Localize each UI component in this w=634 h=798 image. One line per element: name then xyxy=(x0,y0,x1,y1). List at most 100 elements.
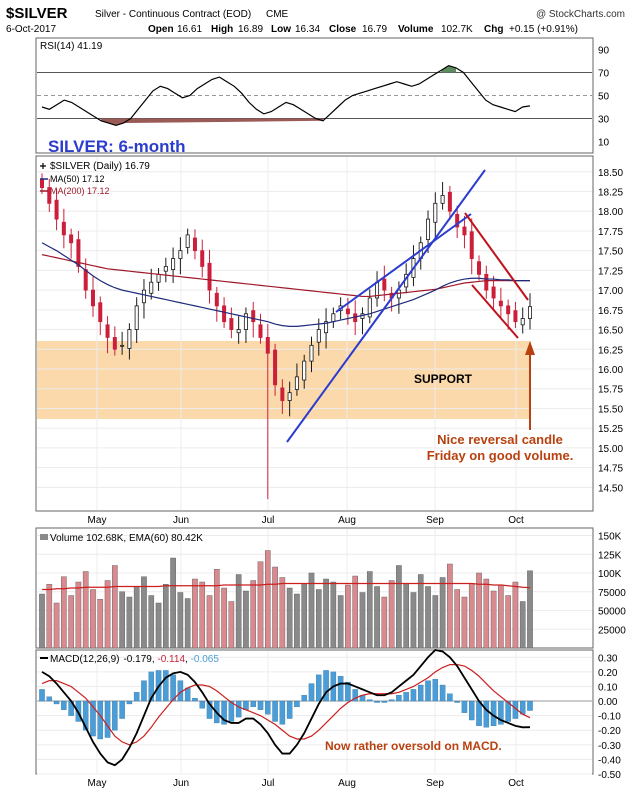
macd-legend-sep1: , xyxy=(152,654,158,665)
price-tick-label: 15.50 xyxy=(598,404,623,415)
month-label: May xyxy=(88,778,107,789)
month-label: Jun xyxy=(173,515,189,526)
candle-body xyxy=(105,324,110,338)
candle-body xyxy=(127,329,132,349)
reversal-note-line2: Friday on good volume. xyxy=(427,448,574,463)
volume-bar xyxy=(388,580,395,649)
volume-plot xyxy=(39,550,533,649)
macd-plot xyxy=(39,649,533,767)
candle-body xyxy=(69,234,74,244)
volume-bar xyxy=(454,589,460,649)
macd-histogram-bar xyxy=(279,700,286,725)
candle-body xyxy=(477,261,482,275)
volume-bar xyxy=(39,593,45,649)
candle-body xyxy=(243,313,248,330)
macd-histogram-bar xyxy=(403,692,409,702)
macd-tick-label: -0.10 xyxy=(598,712,621,723)
macd-signal-line xyxy=(41,663,531,746)
price-tick-label: 15.75 xyxy=(598,385,623,396)
candle-body xyxy=(309,344,314,362)
price-legend: $SILVER (Daily) 16.79 MA(50) 17.12 MA(20… xyxy=(40,161,150,196)
volume-bar xyxy=(366,571,373,649)
channel-upper-line xyxy=(335,213,472,313)
macd-legend-sep2: , xyxy=(185,654,191,665)
macd-histogram-bar xyxy=(417,684,424,702)
high-label: High xyxy=(211,24,233,35)
volume-value: 102.7K xyxy=(441,24,473,35)
open-value: 16.61 xyxy=(177,24,202,35)
macd-histogram-bar xyxy=(141,680,147,702)
rsi-plot xyxy=(41,64,531,127)
volume-bar xyxy=(337,595,344,649)
volume-bar xyxy=(352,575,358,649)
price-legend-marker xyxy=(40,163,46,169)
support-label: SUPPORT xyxy=(414,372,473,386)
candle-body xyxy=(178,250,183,259)
volume-tick-label: 125K xyxy=(598,550,622,561)
volume-bar xyxy=(498,584,504,649)
candle-body xyxy=(528,306,533,319)
macd-histogram-bar xyxy=(199,700,205,709)
volume-bar xyxy=(432,595,439,649)
candle-body xyxy=(331,313,336,323)
price-tick-label: 18.25 xyxy=(598,188,623,199)
candle-body xyxy=(273,349,278,386)
macd-legend-value: -0.179 xyxy=(123,654,152,665)
volume-bar xyxy=(359,592,366,649)
candle-body xyxy=(185,234,190,248)
price-tick-label: 14.50 xyxy=(598,483,623,494)
reversal-note-line1: Nice reversal candle xyxy=(437,432,563,447)
volume-bar xyxy=(374,586,380,649)
candle-body xyxy=(200,250,205,267)
rsi-legend: RSI(14) 41.19 xyxy=(40,41,103,52)
candle-body xyxy=(47,187,52,204)
x-axis-months-price: May Jun Jul Aug Sep Oct xyxy=(88,515,524,526)
macd-histogram-bar xyxy=(235,700,242,718)
volume-bar xyxy=(192,578,198,649)
macd-histogram-bar xyxy=(505,700,511,722)
rsi-panel: 90 70 50 30 10 RSI(14) 41.19 SILVER: 6-month xyxy=(35,37,610,156)
volume-bar xyxy=(82,571,89,649)
volume-bar xyxy=(104,580,111,649)
x-axis-months-bottom: May Jun Jul Aug Sep Oct xyxy=(88,778,524,789)
candle-body xyxy=(156,273,161,283)
rsi-tick-label: 50 xyxy=(598,92,610,103)
volume-bar xyxy=(272,566,278,649)
macd-tick-label: 0.20 xyxy=(598,668,618,679)
volume-ticks: 150K 125K 100K 75000 50000 25000 xyxy=(598,532,626,637)
candle-body xyxy=(141,289,146,304)
candle-body xyxy=(455,213,460,228)
volume-bar xyxy=(512,581,519,649)
volume-tick-label: 25000 xyxy=(598,625,626,636)
volume-bar xyxy=(53,602,60,649)
volume-panel: 150K 125K 100K 75000 50000 25000 Volume 102.6… xyxy=(35,527,626,649)
macd-tick-label: -0.50 xyxy=(598,770,621,781)
price-tick-label: 18.50 xyxy=(598,168,623,179)
candle-body xyxy=(491,286,496,299)
macd-panel: 0.30 0.20 0.10 0.00 -0.10 -0.20 -0.30 -0.40 -0.5… xyxy=(35,649,621,781)
macd-histogram-bar xyxy=(126,700,133,705)
volume-label: Volume xyxy=(398,24,434,35)
candle-body xyxy=(171,258,176,270)
volume-bar xyxy=(410,592,417,649)
macd-histogram-bar xyxy=(221,700,227,725)
month-label: Aug xyxy=(338,778,356,789)
price-tick-label: 16.75 xyxy=(598,306,623,317)
price-tick-label: 17.75 xyxy=(598,227,623,238)
macd-histogram-bar xyxy=(272,700,278,722)
volume-bar xyxy=(243,590,249,649)
volume-legend: Volume 102.68K, EMA(60) 80.42K xyxy=(50,533,203,544)
volume-bar xyxy=(250,580,257,649)
volume-tick-label: 50000 xyxy=(598,607,626,618)
macd-histogram-bar xyxy=(90,700,96,737)
volume-bar xyxy=(527,570,533,649)
candle-body xyxy=(76,239,81,267)
volume-bar xyxy=(46,584,53,649)
candle-body xyxy=(90,289,95,307)
macd-tick-label: 0.00 xyxy=(598,697,618,708)
volume-bar xyxy=(490,590,497,649)
macd-histogram-bar xyxy=(170,674,176,702)
volume-tick-label: 100K xyxy=(598,569,622,580)
macd-histogram-bar xyxy=(367,699,373,702)
macd-histogram-bar xyxy=(432,679,439,702)
